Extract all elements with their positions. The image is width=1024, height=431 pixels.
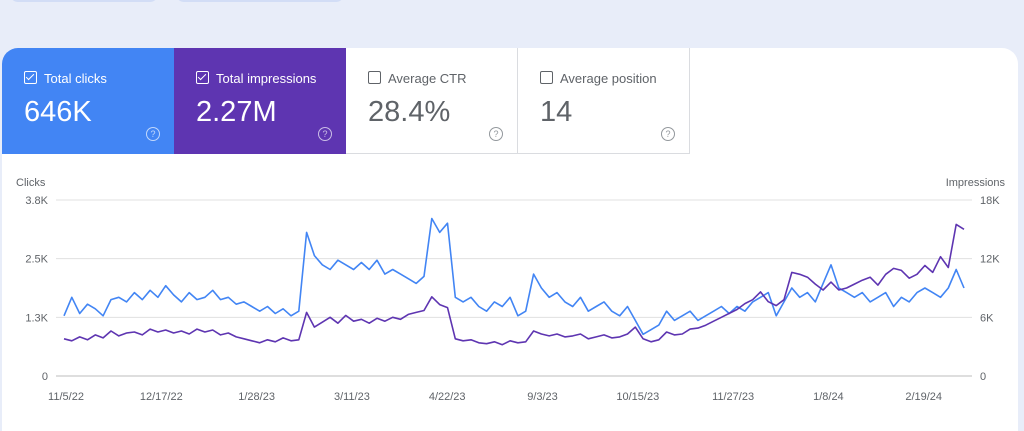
x-tick-label: 10/15/23 — [616, 391, 659, 403]
metric-average-ctr[interactable]: Average CTR 28.4% ? — [346, 48, 518, 154]
metric-tabs: Total clicks 646K ? Total impressions 2.… — [2, 48, 690, 154]
y-tick-label-right: 18K — [980, 195, 1000, 207]
y-tick-label-left: 3.8K — [25, 195, 48, 207]
metric-label: Total impressions — [216, 71, 317, 86]
checkbox-unchecked-icon[interactable] — [540, 71, 553, 84]
y-tick-label-right: 12K — [980, 254, 1000, 266]
checkbox-checked-icon[interactable] — [24, 71, 37, 84]
x-tick-label: 11/27/23 — [712, 391, 754, 403]
checkbox-checked-icon[interactable] — [196, 71, 209, 84]
help-icon[interactable]: ? — [318, 127, 332, 141]
chart-series — [63, 217, 965, 346]
x-tick-label: 12/17/22 — [140, 391, 183, 403]
metric-label: Average position — [560, 71, 657, 86]
checkbox-unchecked-icon[interactable] — [368, 71, 381, 84]
x-tick-label: 4/22/23 — [429, 391, 466, 403]
metric-total-impressions[interactable]: Total impressions 2.27M ? — [174, 48, 346, 154]
performance-chart: 0 0 1.3K 6K 2.5K 12K 3.8K 18K Clicks Impressions 1… — [16, 177, 1006, 403]
help-icon[interactable]: ? — [146, 127, 160, 141]
y-tick-label-right: 6K — [980, 312, 994, 324]
x-tick-label: 1/28/23 — [238, 391, 275, 403]
chart-axes: 0 0 1.3K 6K 2.5K 12K 3.8K 18K Clicks Impressions 1… — [16, 177, 1006, 403]
metric-average-position[interactable]: Average position 14 ? — [518, 48, 690, 154]
performance-card: Total clicks 646K ? Total impressions 2.… — [2, 48, 1018, 431]
metric-value: 646K — [24, 96, 92, 128]
y-axis-label-left: Clicks — [16, 177, 46, 189]
chart-gridlines — [56, 199, 972, 377]
series-line-clicks — [63, 217, 965, 336]
series-line-impressions — [63, 223, 965, 346]
y-tick-label-right: 0 — [980, 371, 986, 383]
metric-label: Total clicks — [44, 71, 107, 86]
y-tick-label-left: 1.3K — [25, 312, 48, 324]
x-tick-label: 3/11/23 — [334, 391, 370, 403]
y-tick-label-left: 0 — [42, 371, 48, 383]
metric-total-clicks[interactable]: Total clicks 646K ? — [2, 48, 174, 154]
metric-value: 2.27M — [196, 96, 277, 128]
help-icon[interactable]: ? — [661, 127, 675, 141]
metric-value: 28.4% — [368, 96, 451, 128]
filter-chip-left[interactable] — [10, 0, 158, 2]
x-tick-label: 11/5/22 — [48, 391, 84, 403]
y-tick-label-left: 2.5K — [25, 254, 48, 266]
help-icon[interactable]: ? — [489, 127, 503, 141]
filter-chip-right[interactable] — [176, 0, 344, 2]
x-tick-label: 9/3/23 — [527, 391, 558, 403]
metric-value: 14 — [540, 96, 573, 128]
y-axis-label-right: Impressions — [946, 177, 1006, 189]
x-tick-label: 1/8/24 — [813, 391, 844, 403]
x-tick-label: 2/19/24 — [905, 391, 942, 403]
metric-label: Average CTR — [388, 71, 467, 86]
